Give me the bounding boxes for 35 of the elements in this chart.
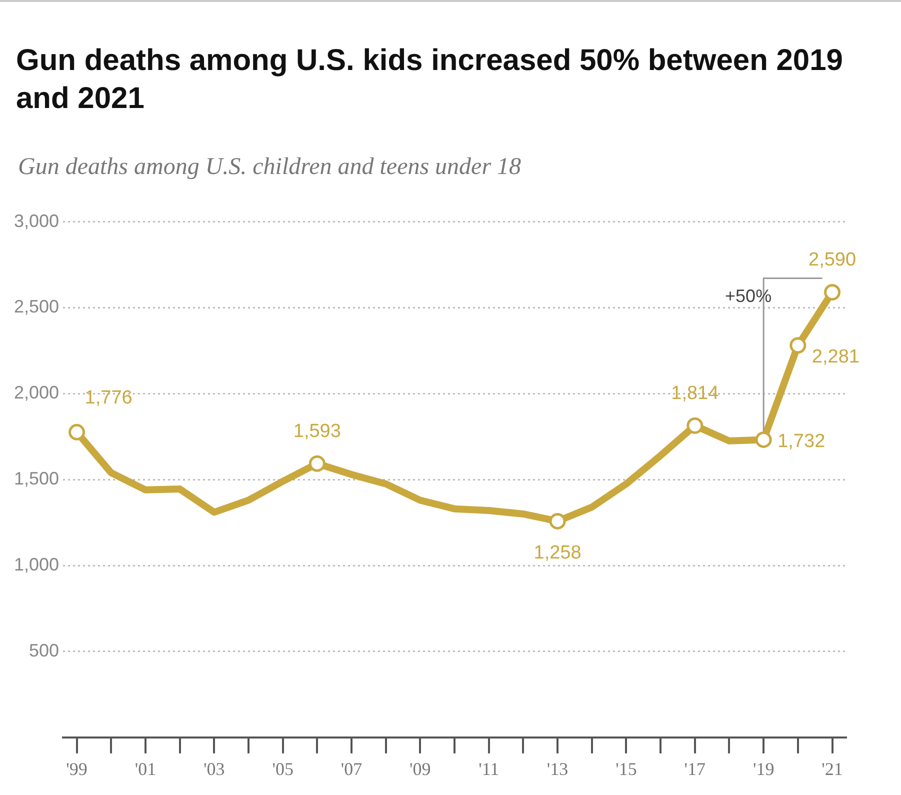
y-tick-label: 1,500 xyxy=(14,468,60,489)
x-tick-label: '19 xyxy=(752,758,774,779)
point xyxy=(549,512,566,530)
data-label: 1,732 xyxy=(778,430,826,452)
y-tick-label: 1,000 xyxy=(14,554,60,574)
data-label: 2,281 xyxy=(812,346,860,368)
y-tick-label: 3,000 xyxy=(14,210,60,231)
data-label: 1,776 xyxy=(84,387,132,408)
point xyxy=(824,284,841,301)
point xyxy=(686,417,704,434)
x-tick-label: '17 xyxy=(684,758,706,779)
point xyxy=(68,424,86,440)
point xyxy=(790,337,806,354)
x-tick-label: '11 xyxy=(478,758,500,779)
data-label: 1,593 xyxy=(293,420,341,442)
point xyxy=(755,431,772,448)
chart-subtitle: Gun deaths among U.S. children and teens under 18 xyxy=(18,154,522,181)
x-tick-label: '07 xyxy=(340,758,362,779)
x-tick-label: '21 xyxy=(822,758,843,779)
annotation: +50% xyxy=(725,286,772,306)
x-tick-label: '03 xyxy=(204,758,225,779)
point xyxy=(308,455,326,472)
data-label: 1,814 xyxy=(671,382,720,404)
chart-title: Gun deaths among U.S. kids increased 50% between 2019 and 2021 xyxy=(16,43,844,117)
x-tick-label: '01 xyxy=(134,758,156,779)
y-tick-label: 2,500 xyxy=(14,296,60,317)
x-tick-label: '09 xyxy=(410,758,431,779)
data-label: 2,590 xyxy=(808,250,856,270)
x-tick-label: '99 xyxy=(66,758,88,779)
x-tick-label: '05 xyxy=(272,758,294,779)
data-label: 1,258 xyxy=(534,542,582,564)
x-tick-label: '13 xyxy=(546,758,568,779)
y-tick-label: 2,000 xyxy=(14,382,60,403)
x-tick-label: '15 xyxy=(616,758,637,779)
y-tick-label: 500 xyxy=(28,640,60,660)
